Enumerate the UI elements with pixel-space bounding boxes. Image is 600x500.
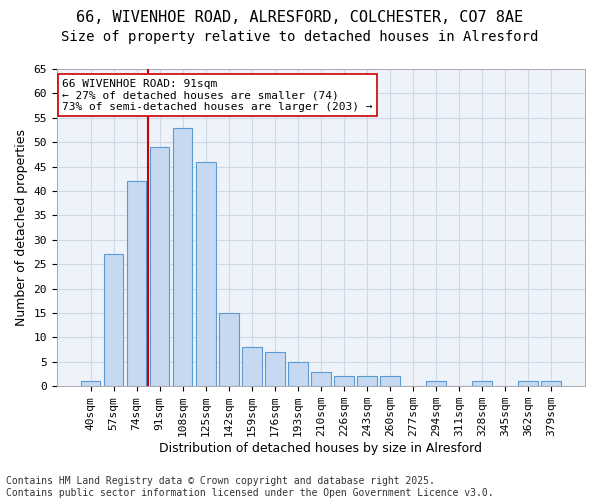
- Bar: [173, 128, 193, 386]
- Bar: [127, 181, 146, 386]
- Bar: [426, 382, 446, 386]
- Bar: [311, 372, 331, 386]
- X-axis label: Distribution of detached houses by size in Alresford: Distribution of detached houses by size …: [160, 442, 482, 455]
- Bar: [81, 382, 100, 386]
- Bar: [265, 352, 284, 386]
- Bar: [518, 382, 538, 386]
- Bar: [541, 382, 561, 386]
- Bar: [242, 347, 262, 386]
- Bar: [219, 313, 239, 386]
- Bar: [334, 376, 354, 386]
- Bar: [104, 254, 124, 386]
- Y-axis label: Number of detached properties: Number of detached properties: [15, 129, 28, 326]
- Text: 66, WIVENHOE ROAD, ALRESFORD, COLCHESTER, CO7 8AE: 66, WIVENHOE ROAD, ALRESFORD, COLCHESTER…: [76, 10, 524, 25]
- Bar: [357, 376, 377, 386]
- Bar: [150, 147, 169, 386]
- Text: 66 WIVENHOE ROAD: 91sqm
← 27% of detached houses are smaller (74)
73% of semi-de: 66 WIVENHOE ROAD: 91sqm ← 27% of detache…: [62, 78, 373, 112]
- Text: Contains HM Land Registry data © Crown copyright and database right 2025.
Contai: Contains HM Land Registry data © Crown c…: [6, 476, 494, 498]
- Bar: [196, 162, 215, 386]
- Bar: [472, 382, 492, 386]
- Bar: [380, 376, 400, 386]
- Bar: [288, 362, 308, 386]
- Text: Size of property relative to detached houses in Alresford: Size of property relative to detached ho…: [61, 30, 539, 44]
